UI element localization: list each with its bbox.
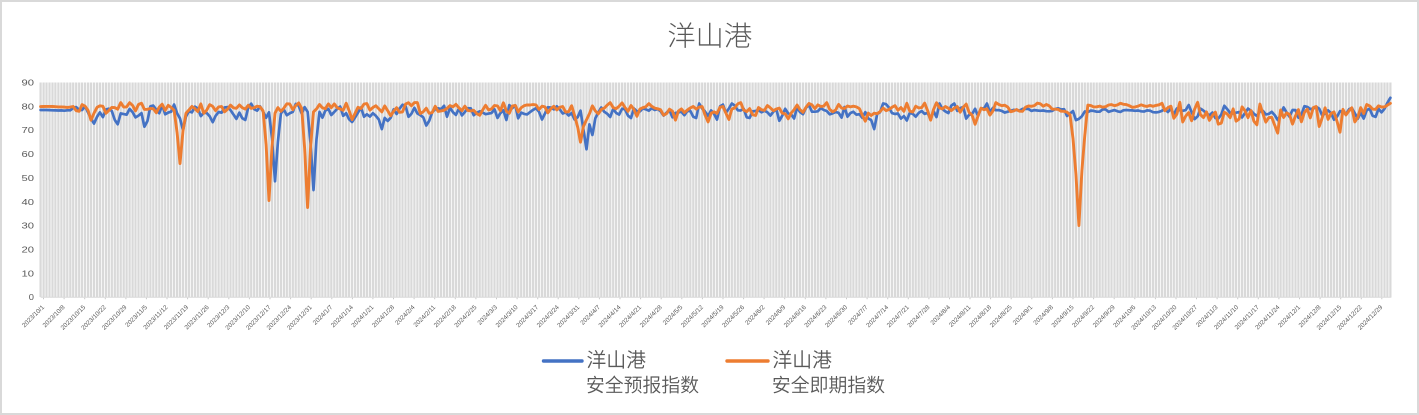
svg-text:30: 30 xyxy=(22,221,35,231)
svg-text:70: 70 xyxy=(22,125,35,135)
svg-text:60: 60 xyxy=(22,149,35,159)
svg-text:80: 80 xyxy=(22,101,35,111)
svg-text:0: 0 xyxy=(29,292,34,302)
svg-text:20: 20 xyxy=(22,245,35,255)
svg-text:90: 90 xyxy=(22,78,35,88)
svg-text:40: 40 xyxy=(22,197,35,207)
svg-text:50: 50 xyxy=(22,173,35,183)
svg-text:10: 10 xyxy=(22,268,35,278)
